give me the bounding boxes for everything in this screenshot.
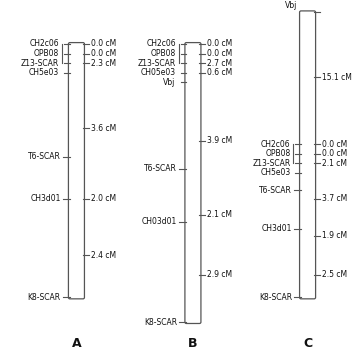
Text: A: A [72, 337, 81, 350]
Text: Z13-SCAR: Z13-SCAR [21, 58, 59, 68]
Text: C: C [303, 337, 312, 350]
Text: CH2c06: CH2c06 [146, 39, 176, 49]
Text: Z13-SCAR: Z13-SCAR [252, 159, 290, 168]
Text: CH3d01: CH3d01 [262, 224, 292, 233]
Text: CH2c06: CH2c06 [30, 39, 59, 49]
Text: 2.4 cM: 2.4 cM [91, 251, 116, 260]
Text: 2.7 cM: 2.7 cM [207, 58, 233, 68]
Text: CH5e03: CH5e03 [260, 168, 290, 177]
Text: OPB08: OPB08 [265, 149, 290, 158]
Text: OPB08: OPB08 [151, 49, 176, 58]
Text: Vbj: Vbj [163, 77, 176, 87]
Text: 0.0 cM: 0.0 cM [322, 140, 347, 149]
Text: 15.1 cM: 15.1 cM [322, 73, 352, 82]
Text: T6-SCAR: T6-SCAR [145, 164, 177, 174]
Text: 0.0 cM: 0.0 cM [91, 49, 116, 58]
Text: 0.0 cM: 0.0 cM [207, 39, 233, 49]
Text: 2.9 cM: 2.9 cM [207, 270, 233, 279]
Text: K8-SCAR: K8-SCAR [28, 293, 61, 302]
Text: 2.5 cM: 2.5 cM [322, 270, 347, 279]
Text: CH05e03: CH05e03 [141, 68, 176, 77]
Text: Vbj: Vbj [285, 0, 297, 10]
Text: 2.1 cM: 2.1 cM [322, 159, 347, 168]
Text: 0.6 cM: 0.6 cM [207, 68, 233, 77]
Text: K8-SCAR: K8-SCAR [144, 318, 177, 327]
Text: 2.1 cM: 2.1 cM [207, 210, 233, 219]
Text: 2.3 cM: 2.3 cM [91, 58, 116, 68]
FancyBboxPatch shape [185, 43, 201, 323]
FancyBboxPatch shape [300, 11, 316, 299]
Text: 2.0 cM: 2.0 cM [91, 194, 116, 203]
Text: 0.0 cM: 0.0 cM [91, 39, 116, 49]
Text: T6-SCAR: T6-SCAR [259, 186, 292, 195]
Text: Z13-SCAR: Z13-SCAR [138, 58, 176, 68]
FancyBboxPatch shape [68, 43, 84, 299]
Text: 3.7 cM: 3.7 cM [322, 194, 347, 203]
Text: CH5e03: CH5e03 [29, 68, 59, 77]
Text: CH2c06: CH2c06 [261, 140, 290, 149]
Text: OPB08: OPB08 [34, 49, 59, 58]
Text: CH3d01: CH3d01 [31, 194, 61, 203]
Text: 0.0 cM: 0.0 cM [322, 149, 347, 158]
Text: 3.9 cM: 3.9 cM [207, 136, 233, 145]
Text: 0.0 cM: 0.0 cM [207, 49, 233, 58]
Text: B: B [188, 337, 198, 350]
Text: 3.6 cM: 3.6 cM [91, 124, 116, 133]
Text: CH03d01: CH03d01 [142, 217, 177, 226]
Text: K8-SCAR: K8-SCAR [259, 293, 292, 302]
Text: 1.9 cM: 1.9 cM [322, 231, 347, 240]
Text: T6-SCAR: T6-SCAR [28, 152, 61, 161]
